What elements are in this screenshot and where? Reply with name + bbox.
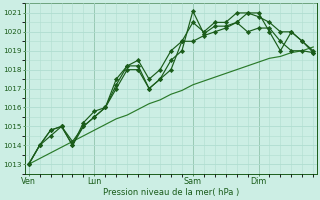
X-axis label: Pression niveau de la mer( hPa ): Pression niveau de la mer( hPa ): [103, 188, 239, 197]
